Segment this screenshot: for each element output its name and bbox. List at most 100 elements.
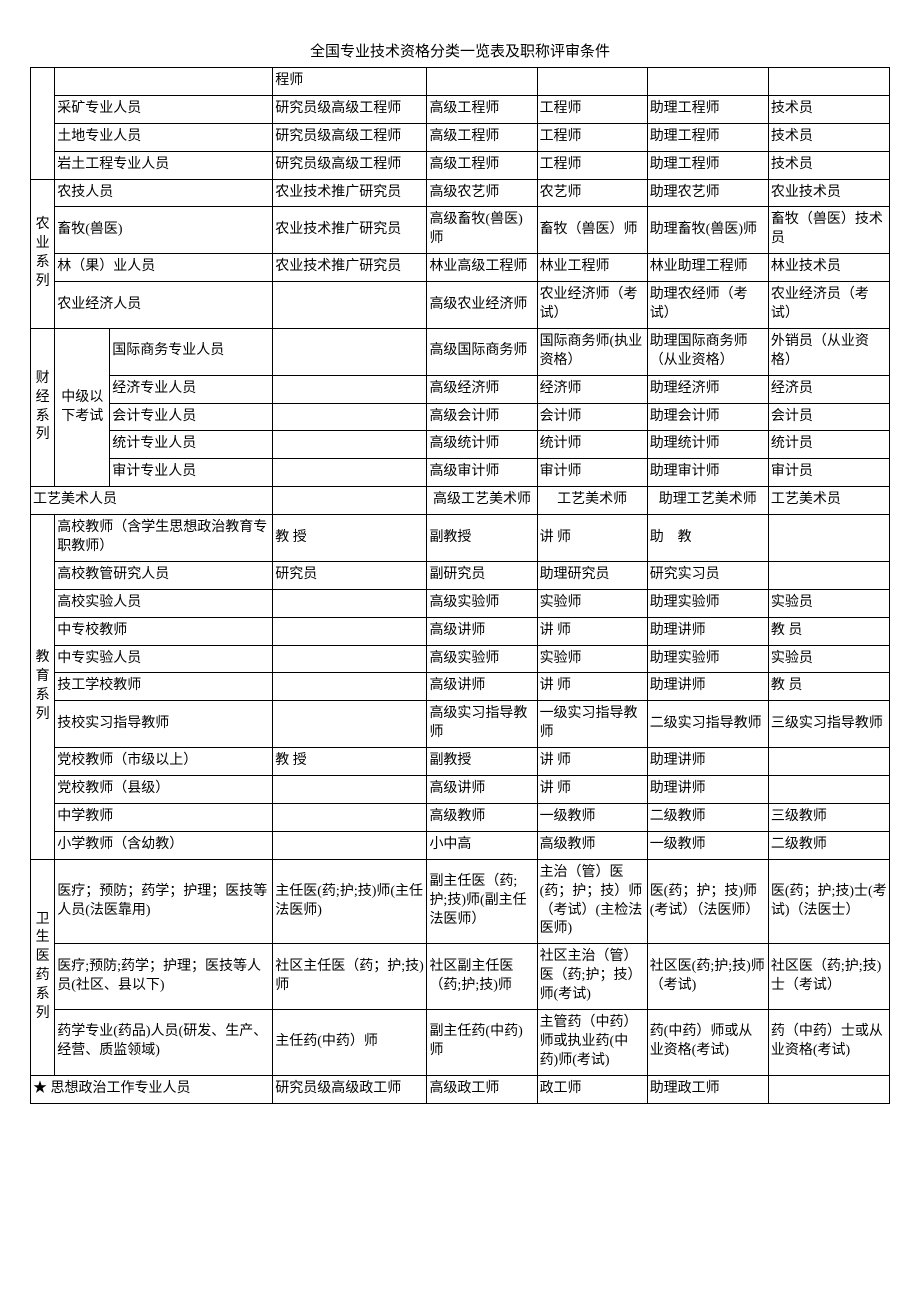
table-row: 岩土工程专业人员 研究员级高级工程师 高级工程师 工程师 助理工程师 技术员: [31, 151, 890, 179]
name-cell: ★ 思想政治工作专业人员: [31, 1075, 273, 1103]
cell: 主任医(药;护;技)师(主任法医师): [273, 859, 427, 944]
cell: 助理农经师（考试）: [647, 282, 768, 329]
cell: 高级教师: [537, 831, 647, 859]
cell: 林业技术员: [768, 254, 889, 282]
cell: 助理讲师: [647, 748, 768, 776]
cell: 高级经济师: [427, 375, 537, 403]
table-row: 会计专业人员 高级会计师 会计师 助理会计师 会计员: [31, 403, 890, 431]
name-cell: [55, 68, 273, 96]
table-row: 畜牧(兽医) 农业技术推广研究员 高级畜牧(兽医)师 畜牧（兽医）师 助理畜牧(…: [31, 207, 890, 254]
cell: 研究员级高级工程师: [273, 123, 427, 151]
name-cell: 医疗;预防;药学；护理；医技等人员(社区、县以下): [55, 944, 273, 1010]
cell: 高级讲师: [427, 673, 537, 701]
table-row: 工艺美术人员 高级工艺美术师 工艺美术师 助理工艺美术师 工艺美术员: [31, 487, 890, 515]
cell: 助理讲师: [647, 673, 768, 701]
cell: 助理工艺美术师: [647, 487, 768, 515]
name-cell: 药学专业(药品)人员(研发、生产、经营、质监领域): [55, 1009, 273, 1075]
cell: 讲 师: [537, 748, 647, 776]
cell: 二级实习指导教师: [647, 701, 768, 748]
table-row: 林（果）业人员 农业技术推广研究员 林业高级工程师 林业工程师 林业助理工程师 …: [31, 254, 890, 282]
cell: [273, 617, 427, 645]
table-row: 技工学校教师 高级讲师 讲 师 助理讲师 教 员: [31, 673, 890, 701]
table-row: 党校教师（市级以上） 教 授 副教授 讲 师 助理讲师: [31, 748, 890, 776]
cell: 实验师: [537, 589, 647, 617]
cell: [537, 68, 647, 96]
cell: 社区主治（管）医（药;护；技）师(考试): [537, 944, 647, 1010]
cell: 社区医（药;护;技)士（考试）: [768, 944, 889, 1010]
table-row: 农业经济人员 高级农业经济师 农业经济师（考试） 助理农经师（考试） 农业经济员…: [31, 282, 890, 329]
table-row: 中学教师 高级教师 一级教师 二级教师 三级教师: [31, 803, 890, 831]
cell: 工艺美术师: [537, 487, 647, 515]
cell: 小中高: [427, 831, 537, 859]
cell: 高级审计师: [427, 459, 537, 487]
cell: 研究员级高级政工师: [273, 1075, 427, 1103]
cell: 助理讲师: [647, 776, 768, 804]
cell: [768, 776, 889, 804]
cell: 助理工程师: [647, 151, 768, 179]
cell: 研究实习员: [647, 561, 768, 589]
cell: 助理统计师: [647, 431, 768, 459]
cell: [768, 515, 889, 562]
cell: 审计师: [537, 459, 647, 487]
cell: 副研究员: [427, 561, 537, 589]
cell: [768, 68, 889, 96]
cell: 社区主任医（药；护;技)师: [273, 944, 427, 1010]
table-row: 中专实验人员 高级实验师 实验师 助理实验师 实验员: [31, 645, 890, 673]
cell: [273, 831, 427, 859]
cell: 助理畜牧(兽医)师: [647, 207, 768, 254]
cell: 高级会计师: [427, 403, 537, 431]
cell: [273, 645, 427, 673]
cell: 工程师: [537, 151, 647, 179]
cell: [273, 375, 427, 403]
group-cell: 教育系列: [31, 515, 55, 860]
cell: 讲 师: [537, 617, 647, 645]
name-cell: 高校教管研究人员: [55, 561, 273, 589]
cell: 林业工程师: [537, 254, 647, 282]
cell: 会计员: [768, 403, 889, 431]
cell: 工艺美术员: [768, 487, 889, 515]
cell: 助理政工师: [647, 1075, 768, 1103]
cell: 高级讲师: [427, 776, 537, 804]
table-row: 中专校教师 高级讲师 讲 师 助理讲师 教 员: [31, 617, 890, 645]
table-row: 卫生医药系列 医疗；预防；药学；护理；医技等人员(法医靠用) 主任医(药;护;技…: [31, 859, 890, 944]
name-cell: 农技人员: [55, 179, 273, 207]
cell: 林业高级工程师: [427, 254, 537, 282]
cell: 副主任药(中药)师: [427, 1009, 537, 1075]
table-row: 土地专业人员 研究员级高级工程师 高级工程师 工程师 助理工程师 技术员: [31, 123, 890, 151]
name-cell: 小学教师（含幼教）: [55, 831, 273, 859]
table-row: 高校教管研究人员 研究员 副研究员 助理研究员 研究实习员: [31, 561, 890, 589]
cell: 经济员: [768, 375, 889, 403]
cell: 农业技术推广研究员: [273, 254, 427, 282]
cell: 助理工程师: [647, 95, 768, 123]
table-row: 医疗;预防;药学；护理；医技等人员(社区、县以下) 社区主任医（药；护;技)师 …: [31, 944, 890, 1010]
cell: 高级统计师: [427, 431, 537, 459]
cell: 畜牧（兽医）师: [537, 207, 647, 254]
group-cell: 卫生医药系列: [31, 859, 55, 1075]
group-cell: 财经系列: [31, 328, 55, 486]
cell: 教 员: [768, 673, 889, 701]
cell: 三级教师: [768, 803, 889, 831]
cell: 副教授: [427, 748, 537, 776]
cell: 教 授: [273, 748, 427, 776]
table-row: 高校实验人员 高级实验师 实验师 助理实验师 实验员: [31, 589, 890, 617]
cell: 高级讲师: [427, 617, 537, 645]
cell: 一级教师: [537, 803, 647, 831]
table-row: 教育系列 高校教师（含学生思想政治教育专职教师） 教 授 副教授 讲 师 助 教: [31, 515, 890, 562]
cell: [273, 328, 427, 375]
cell: 医(药；护；技)师(考试）（法医师）: [647, 859, 768, 944]
cell: [273, 282, 427, 329]
cell: 审计员: [768, 459, 889, 487]
cell: 技术员: [768, 95, 889, 123]
cell: 助理研究员: [537, 561, 647, 589]
cell: 畜牧（兽医）技术员: [768, 207, 889, 254]
name-cell: 会计专业人员: [110, 403, 273, 431]
cell: 主治（管）医(药；护；技）师（考试）(主检法医师): [537, 859, 647, 944]
cell: 高级工艺美术师: [427, 487, 537, 515]
cell: 主任药(中药）师: [273, 1009, 427, 1075]
cell: 二级教师: [768, 831, 889, 859]
name-cell: 畜牧(兽医): [55, 207, 273, 254]
table-row: 党校教师（县级） 高级讲师 讲 师 助理讲师: [31, 776, 890, 804]
name-cell: 技校实习指导教师: [55, 701, 273, 748]
name-cell: 中学教师: [55, 803, 273, 831]
cell: 高级实验师: [427, 645, 537, 673]
